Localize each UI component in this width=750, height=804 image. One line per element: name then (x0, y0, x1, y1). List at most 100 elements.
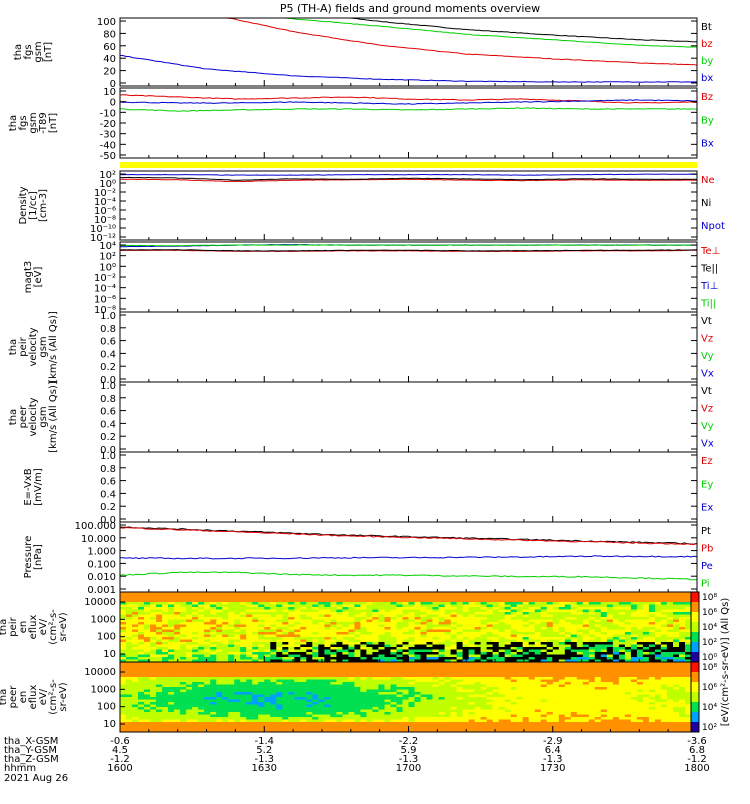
heatmap-cell (126, 617, 132, 620)
heatmap-cell (433, 602, 439, 605)
heatmap-cell (415, 715, 421, 718)
heatmap-cell (234, 647, 240, 650)
heatmap-cell (667, 617, 673, 620)
heatmap-cell (583, 632, 589, 635)
heatmap-cell (661, 607, 667, 610)
heatmap-cell (372, 625, 378, 628)
heatmap-cell (631, 607, 637, 610)
series-line-bx (120, 55, 697, 82)
heatmap-cell (523, 600, 529, 603)
heatmap-cell (240, 630, 246, 633)
heatmap-cell (372, 667, 378, 670)
heatmap-cell (685, 635, 691, 638)
heatmap-cell (397, 622, 403, 625)
heatmap-cell (132, 617, 138, 620)
heatmap-cell (174, 692, 180, 695)
heatmap-cell (330, 680, 336, 683)
heatmap-cell (324, 612, 330, 615)
heatmap-cell (312, 597, 318, 600)
heatmap-cell (144, 695, 150, 698)
heatmap-cell (415, 670, 421, 673)
heatmap-cell (469, 610, 475, 613)
heatmap-cell (481, 605, 487, 608)
heatmap-cell (619, 615, 625, 618)
heatmap-cell (427, 672, 433, 675)
heatmap-cell (336, 612, 342, 615)
heatmap-cell (685, 650, 691, 653)
heatmap-cell (433, 625, 439, 628)
heatmap-cell (517, 607, 523, 610)
heatmap-cell (457, 617, 463, 620)
heatmap-cell (270, 620, 276, 623)
heatmap-cell (198, 712, 204, 715)
heatmap-cell (643, 622, 649, 625)
heatmap-cell (421, 637, 427, 640)
heatmap-cell (403, 687, 409, 690)
heatmap-cell (409, 635, 415, 638)
heatmap-cell (469, 710, 475, 713)
heatmap-cell (505, 722, 511, 725)
heatmap-cell (186, 710, 192, 713)
heatmap-cell (673, 637, 679, 640)
heatmap-cell (348, 727, 354, 730)
heatmap-cell (595, 637, 601, 640)
heatmap-cell (493, 620, 499, 623)
heatmap-cell (385, 655, 391, 658)
heatmap-cell (421, 685, 427, 688)
heatmap-cell (336, 642, 342, 645)
heatmap-cell (246, 665, 252, 668)
heatmap-cell (643, 615, 649, 618)
heatmap-cell (463, 705, 469, 708)
heatmap-cell (132, 595, 138, 598)
heatmap-cell (234, 670, 240, 673)
heatmap-cell (264, 655, 270, 658)
heatmap-cell (354, 705, 360, 708)
heatmap-cell (252, 685, 258, 688)
heatmap-cell (409, 625, 415, 628)
heatmap-cell (445, 727, 451, 730)
heatmap-cell (222, 690, 228, 693)
heatmap-cell (288, 695, 294, 698)
heatmap-cell (631, 652, 637, 655)
heatmap-cell (138, 725, 144, 728)
heatmap-cell (372, 610, 378, 613)
heatmap-cell (168, 677, 174, 680)
heatmap-cell (354, 720, 360, 723)
heatmap-cell (204, 597, 210, 600)
heatmap-cell (336, 650, 342, 653)
heatmap-cell (589, 622, 595, 625)
heatmap-cell (342, 672, 348, 675)
heatmap-cell (258, 640, 264, 643)
heatmap-cell (661, 615, 667, 618)
heatmap-cell (234, 695, 240, 698)
heatmap-cell (240, 690, 246, 693)
heatmap-cell (487, 645, 493, 648)
heatmap-cell (264, 667, 270, 670)
heatmap-cell (360, 610, 366, 613)
heatmap-cell (162, 602, 168, 605)
heatmap-cell (252, 665, 258, 668)
heatmap-cell (306, 610, 312, 613)
heatmap-cell (132, 657, 138, 660)
heatmap-cell (180, 712, 186, 715)
heatmap-cell (523, 605, 529, 608)
heatmap-cell (360, 627, 366, 630)
heatmap-cell (427, 695, 433, 698)
heatmap-cell (144, 692, 150, 695)
heatmap-cell (679, 615, 685, 618)
heatmap-cell (499, 677, 505, 680)
heatmap-cell (655, 627, 661, 630)
heatmap-cell (397, 602, 403, 605)
heatmap-cell (138, 600, 144, 603)
heatmap-cell (517, 652, 523, 655)
heatmap-cell (138, 705, 144, 708)
heatmap-cell (685, 625, 691, 628)
heatmap-cell (667, 652, 673, 655)
heatmap-cell (234, 702, 240, 705)
heatmap-cell (385, 682, 391, 685)
heatmap-cell (403, 722, 409, 725)
heatmap-cell (685, 615, 691, 618)
heatmap-cell (150, 695, 156, 698)
heatmap-cell (306, 627, 312, 630)
heatmap-cell (541, 610, 547, 613)
